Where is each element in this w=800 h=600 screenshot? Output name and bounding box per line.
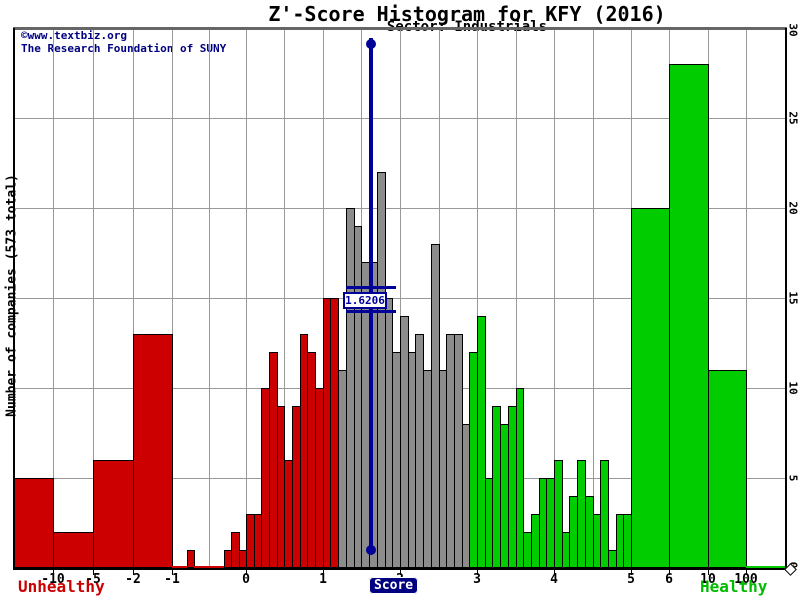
- x-tick-mark: [746, 570, 747, 575]
- histogram-bar: [669, 64, 709, 568]
- y-tick-label: 30: [786, 23, 800, 37]
- histogram-bar: [194, 566, 203, 568]
- x-tick-mark: [669, 570, 670, 575]
- histogram-bar: [53, 532, 94, 568]
- watermark-org: The Research Foundation of SUNY: [21, 42, 227, 55]
- x-tick-label: 5: [627, 572, 635, 587]
- x-axis-title: Score: [369, 577, 419, 594]
- x-tick-mark: [631, 570, 632, 575]
- score-marker-bottom-dot: [366, 545, 376, 555]
- histogram-bar: [554, 460, 563, 568]
- histogram-bar: [631, 208, 670, 568]
- x-tick-label: 1: [319, 572, 327, 587]
- score-marker-lower-whisker: [346, 310, 396, 313]
- x-tick-mark: [172, 570, 173, 575]
- x-tick-label: 100: [734, 572, 758, 587]
- y-tick-label: 5: [786, 474, 800, 482]
- x-tick-label: 4: [550, 572, 558, 587]
- x-tick-label: -5: [85, 572, 101, 587]
- x-tick-mark: [708, 570, 709, 575]
- unhealthy-zone-label: Unhealthy: [18, 577, 105, 596]
- histogram-bar: [179, 566, 188, 568]
- y-gridline: [14, 298, 786, 299]
- score-marker-upper-whisker: [346, 286, 396, 289]
- histogram-bar: [746, 566, 787, 568]
- histogram-bar: [516, 388, 524, 568]
- histogram-bar: [708, 370, 747, 568]
- healthy-zone-label: Healthy: [700, 577, 768, 596]
- y-gridline: [14, 118, 786, 119]
- x-tick-label: 3: [473, 572, 481, 587]
- x-tick-mark: [93, 570, 94, 575]
- histogram-bar: [14, 478, 54, 568]
- y-tick-label: 15: [786, 291, 800, 305]
- x-tick-label: -10: [41, 572, 65, 587]
- histogram-bar: [172, 566, 180, 568]
- x-tick-mark: [133, 570, 134, 575]
- y-gridline: [14, 208, 786, 209]
- x-tick-mark: [53, 570, 54, 575]
- y-tick-label: 10: [786, 381, 800, 395]
- x-tick-mark: [400, 570, 401, 575]
- x-tick-mark: [246, 570, 247, 575]
- histogram-bar: [202, 566, 210, 568]
- y-tick-label: 25: [786, 111, 800, 125]
- x-tick-label: 0: [242, 572, 250, 587]
- x-tick-label: -2: [125, 572, 141, 587]
- histogram-bar: [216, 566, 225, 568]
- y-tick-label: 20: [786, 201, 800, 215]
- histogram-bar: [133, 334, 173, 568]
- x-axis-line: [13, 568, 787, 570]
- histogram-bar: [477, 316, 486, 568]
- y-axis-line: [13, 28, 15, 570]
- watermark-site: ©www.textbiz.org: [21, 29, 127, 42]
- x-tick-label: -1: [164, 572, 180, 587]
- score-marker-top-dot: [366, 39, 376, 49]
- histogram-bar: [93, 460, 134, 568]
- plot-right-border: [785, 28, 787, 570]
- plot-top-border: [13, 27, 787, 30]
- histogram-bar: [600, 460, 609, 568]
- score-marker-label: 1.6206: [343, 292, 387, 309]
- chart-title: Z'-Score Histogram for KFY (2016): [268, 2, 666, 26]
- x-tick-label: 6: [665, 572, 673, 587]
- histogram-bar: [187, 550, 195, 568]
- x-tick-label: 10: [700, 572, 716, 587]
- histogram-bar: [209, 566, 217, 568]
- x-tick-mark: [323, 570, 324, 575]
- x-tick-mark: [554, 570, 555, 575]
- x-tick-mark: [477, 570, 478, 575]
